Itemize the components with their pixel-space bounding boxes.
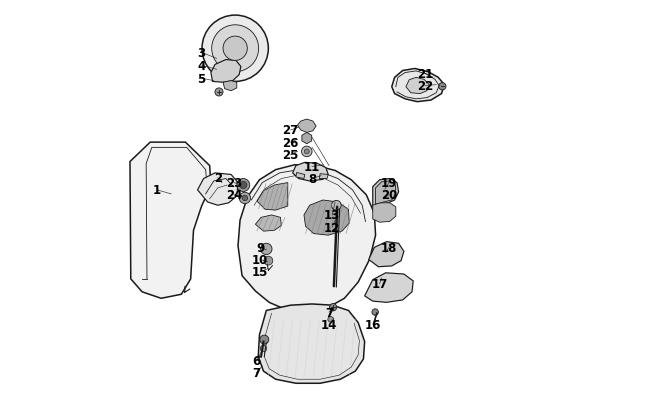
Circle shape [260,335,268,344]
Circle shape [328,317,333,322]
Circle shape [264,257,273,265]
Polygon shape [406,78,430,94]
Polygon shape [372,203,396,223]
Text: 18: 18 [381,241,397,254]
Circle shape [212,26,259,72]
Text: 6: 6 [252,354,261,367]
Polygon shape [130,143,211,298]
Polygon shape [292,163,328,181]
Polygon shape [376,181,396,205]
Text: 5: 5 [198,72,205,85]
Text: 24: 24 [226,189,242,202]
Polygon shape [392,69,445,102]
Text: 12: 12 [324,221,341,234]
Text: 3: 3 [198,47,205,60]
Polygon shape [198,173,238,206]
Text: 15: 15 [252,265,268,278]
Circle shape [304,149,309,154]
Polygon shape [238,165,376,312]
Text: 27: 27 [283,124,299,137]
Circle shape [260,345,266,352]
Text: 9: 9 [256,241,265,254]
Polygon shape [296,173,305,179]
Text: 25: 25 [282,148,299,161]
Circle shape [261,244,272,255]
Polygon shape [319,174,328,179]
Text: 10: 10 [252,254,268,266]
Text: 14: 14 [321,318,337,331]
Polygon shape [211,60,241,83]
Text: 26: 26 [282,136,299,149]
Text: 4: 4 [198,60,205,72]
Circle shape [237,179,250,192]
Text: 23: 23 [226,177,242,190]
Polygon shape [298,120,316,133]
Text: 19: 19 [381,177,397,190]
Text: 13: 13 [324,209,341,222]
Circle shape [239,193,250,204]
Polygon shape [365,273,413,303]
Circle shape [330,304,337,311]
Text: 2: 2 [214,172,222,185]
Polygon shape [255,215,281,232]
Text: 11: 11 [304,160,320,173]
Text: 8: 8 [308,173,316,185]
Circle shape [304,124,310,130]
Polygon shape [258,304,365,383]
Circle shape [242,196,248,201]
Text: 21: 21 [417,68,434,81]
Polygon shape [369,242,404,267]
Polygon shape [302,133,312,144]
Text: 20: 20 [381,189,397,202]
Circle shape [332,201,341,211]
Circle shape [439,83,446,91]
Polygon shape [304,200,349,236]
Circle shape [202,16,268,82]
Circle shape [215,89,223,97]
Polygon shape [372,179,398,207]
Polygon shape [223,81,237,92]
Circle shape [302,147,312,157]
Text: 22: 22 [417,80,434,93]
Text: 7: 7 [325,306,333,319]
Text: 17: 17 [372,277,388,290]
Polygon shape [257,183,288,211]
Text: 7: 7 [252,367,260,379]
Circle shape [223,37,247,61]
Circle shape [372,309,378,315]
Circle shape [240,182,247,189]
Text: 16: 16 [365,318,381,331]
Text: 1: 1 [153,184,161,197]
